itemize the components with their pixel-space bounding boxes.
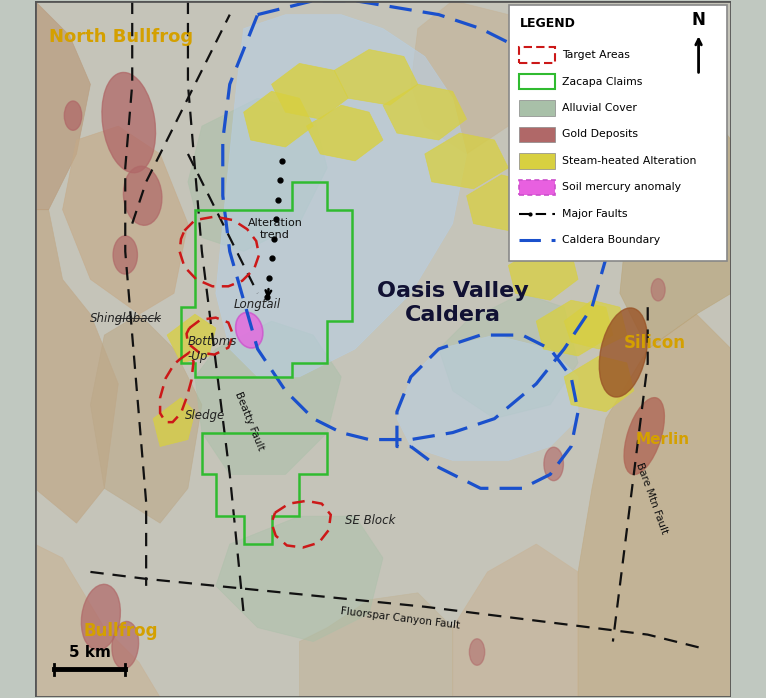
Polygon shape [195, 321, 341, 475]
Text: Beatty Fault: Beatty Fault [233, 390, 266, 452]
Text: LEGEND: LEGEND [520, 17, 576, 30]
Polygon shape [271, 64, 349, 119]
FancyBboxPatch shape [519, 154, 555, 169]
Text: Sledge: Sledge [185, 409, 224, 422]
Text: Merlin: Merlin [635, 431, 689, 447]
Text: Bottoms
-Up: Bottoms -Up [188, 335, 237, 363]
Polygon shape [244, 91, 313, 147]
Polygon shape [34, 1, 90, 209]
Text: N: N [692, 11, 705, 29]
Text: Soil mercury anomaly: Soil mercury anomaly [562, 182, 681, 193]
Ellipse shape [470, 639, 485, 665]
Text: SE Block: SE Block [345, 514, 395, 526]
Text: Shingleback: Shingleback [90, 311, 162, 325]
Text: Oasis Valley
Caldera: Oasis Valley Caldera [377, 281, 529, 325]
Text: Longtail: Longtail [233, 297, 280, 311]
Text: Bullfrog: Bullfrog [83, 622, 158, 640]
Polygon shape [383, 84, 466, 140]
Polygon shape [453, 544, 578, 697]
Text: North Bullfrog: North Bullfrog [48, 28, 193, 46]
Polygon shape [153, 398, 195, 447]
Polygon shape [34, 544, 160, 697]
Ellipse shape [123, 166, 162, 225]
Text: 5 km: 5 km [69, 645, 110, 660]
Polygon shape [188, 98, 327, 251]
Polygon shape [564, 356, 633, 412]
Polygon shape [306, 105, 383, 161]
Ellipse shape [102, 73, 155, 172]
Ellipse shape [544, 447, 564, 481]
Polygon shape [167, 314, 216, 363]
Polygon shape [466, 174, 536, 230]
FancyBboxPatch shape [519, 179, 555, 195]
Polygon shape [509, 244, 578, 300]
Text: Alluvial Cover: Alluvial Cover [562, 103, 637, 113]
Polygon shape [411, 1, 536, 154]
Text: Major Faults: Major Faults [562, 209, 627, 219]
Ellipse shape [112, 621, 139, 669]
Polygon shape [90, 314, 202, 524]
FancyBboxPatch shape [509, 5, 727, 261]
FancyBboxPatch shape [519, 74, 555, 89]
Polygon shape [564, 300, 627, 349]
Ellipse shape [113, 236, 137, 274]
Polygon shape [578, 314, 732, 697]
Ellipse shape [599, 308, 647, 397]
Polygon shape [300, 593, 453, 697]
Polygon shape [397, 335, 578, 461]
Text: Alteration
trend: Alteration trend [247, 218, 303, 239]
Text: Silicon: Silicon [624, 334, 686, 352]
Polygon shape [620, 105, 732, 349]
FancyBboxPatch shape [519, 101, 555, 116]
Ellipse shape [236, 313, 263, 348]
Text: Fluorspar Canyon Fault: Fluorspar Canyon Fault [340, 607, 460, 631]
Polygon shape [334, 50, 417, 105]
Polygon shape [34, 209, 118, 524]
Ellipse shape [81, 584, 120, 650]
Polygon shape [216, 15, 466, 377]
Polygon shape [34, 1, 732, 697]
Polygon shape [425, 133, 509, 188]
Text: Zacapa Claims: Zacapa Claims [562, 77, 643, 87]
Text: Target Areas: Target Areas [562, 50, 630, 60]
Text: Bare Mtn Fault: Bare Mtn Fault [633, 461, 669, 535]
FancyBboxPatch shape [519, 47, 555, 63]
Polygon shape [536, 300, 613, 356]
Text: Gold Deposits: Gold Deposits [562, 129, 638, 140]
Ellipse shape [624, 398, 664, 475]
Text: Steam-heated Alteration: Steam-heated Alteration [562, 156, 696, 166]
Text: Caldera Boundary: Caldera Boundary [562, 235, 660, 245]
Ellipse shape [651, 279, 665, 301]
Ellipse shape [64, 101, 82, 131]
Polygon shape [216, 517, 383, 641]
Polygon shape [63, 126, 188, 314]
Polygon shape [439, 293, 578, 419]
FancyBboxPatch shape [519, 127, 555, 142]
